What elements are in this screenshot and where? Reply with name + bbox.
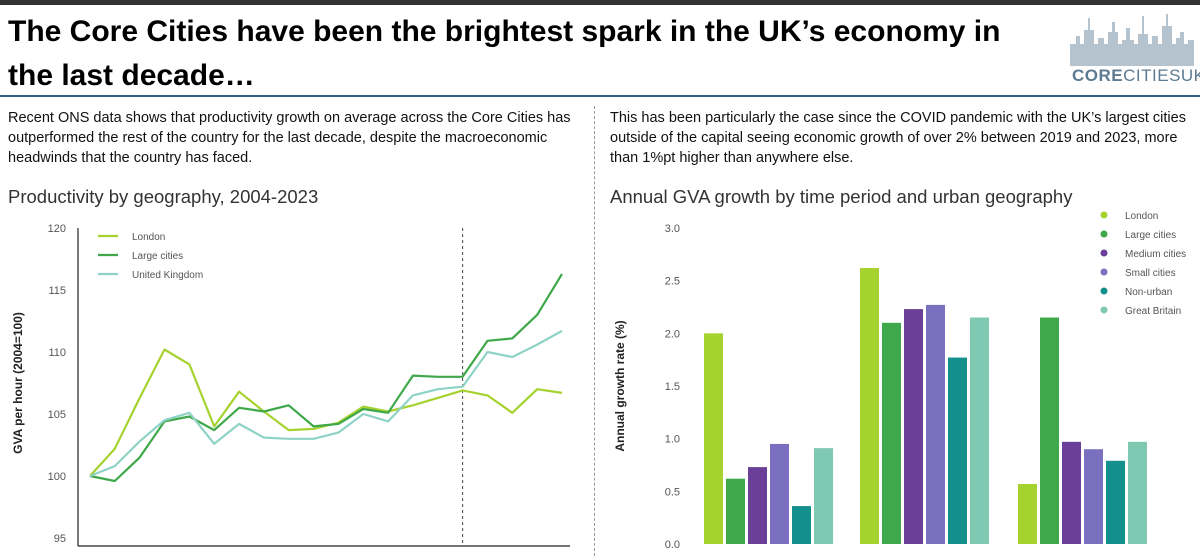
y-tick-label: 3.0	[665, 223, 680, 235]
legend-marker-medium-cities	[1100, 249, 1108, 257]
bar-medium-cities-group-2	[904, 309, 923, 544]
legend-label-large-cities: Large cities	[1125, 230, 1176, 241]
bar-large-cities-group-2	[882, 322, 901, 544]
y-tick-label: 115	[48, 285, 66, 297]
bar-non-urban-group-3	[1106, 460, 1125, 544]
productivity-line-chart: 9510010511011512045678901234567890123GVA…	[11, 223, 570, 547]
bar-chart-title: Annual GVA growth by time period and urb…	[610, 186, 1073, 207]
y-tick-label: 2.0	[665, 328, 680, 340]
legend-label-great-britain: Great Britain	[1125, 306, 1181, 317]
y-tick-label: 1.5	[665, 381, 680, 393]
bar-medium-cities-group-1	[748, 467, 767, 544]
title-rule	[0, 95, 1200, 97]
y-axis-label: Annual growth rate (%)	[613, 320, 627, 451]
core-cities-logo	[1068, 10, 1196, 94]
series-line-united-kingdom	[89, 329, 563, 478]
bar-small-cities-group-3	[1084, 449, 1103, 544]
column-divider	[594, 106, 595, 556]
logo-text: CORECITIESUK	[1072, 66, 1200, 85]
y-axis-label: GVA per hour (2004=100)	[11, 312, 25, 454]
y-tick-label: 2.5	[665, 276, 680, 288]
series-line-london	[89, 348, 563, 477]
page-title: The Core Cities have been the brightest …	[8, 15, 1001, 92]
bar-large-cities-group-3	[1040, 317, 1059, 544]
bar-non-urban-group-2	[948, 357, 967, 544]
gva-growth-bar-chart: 0.0 0.5 1.0 1.5 2.0 2.5 3.0 Annual growth rate …	[613, 211, 1186, 551]
intro-right: This has been particularly the case sinc…	[610, 110, 1186, 166]
bar-medium-cities-group-3	[1062, 441, 1081, 544]
y-tick-label: 95	[54, 533, 66, 545]
y-tick-label: 120	[48, 223, 66, 235]
legend-label-non-urban: Non-urban	[1125, 287, 1172, 298]
legend-marker-london	[1100, 211, 1108, 219]
y-tick-label: 100	[48, 471, 66, 483]
line-chart-title: Productivity by geography, 2004-2023	[8, 186, 319, 207]
legend-label-london: London	[132, 232, 165, 243]
y-tick-label: 0.0	[665, 539, 680, 551]
y-tick-label: 0.5	[665, 486, 680, 498]
legend-label-large-cities: Large cities	[132, 251, 183, 262]
legend-label-united-kingdom: United Kingdom	[132, 270, 203, 281]
bar-great-britain-group-3	[1128, 441, 1147, 544]
bar-london-group-2	[860, 268, 879, 544]
bar-small-cities-group-2	[926, 304, 945, 544]
legend-marker-large-cities	[1100, 230, 1108, 238]
y-tick-label: 105	[48, 409, 66, 421]
city-skyline-icon	[1070, 14, 1194, 66]
legend-label-small-cities: Small cities	[1125, 268, 1176, 279]
y-tick-label: 110	[48, 347, 66, 359]
bar-small-cities-group-1	[770, 443, 789, 544]
legend-marker-small-cities	[1100, 268, 1108, 276]
bar-non-urban-group-1	[792, 506, 811, 544]
y-tick-label: 1.0	[665, 434, 680, 446]
bar-great-britain-group-1	[814, 448, 833, 544]
bar-london-group-1	[704, 333, 723, 544]
series-line-large-cities	[89, 273, 563, 483]
bar-great-britain-group-2	[970, 317, 989, 544]
legend-marker-great-britain	[1100, 306, 1108, 314]
bar-large-cities-group-1	[726, 478, 745, 544]
legend-label-london: London	[1125, 211, 1158, 222]
legend-marker-non-urban	[1100, 287, 1108, 295]
legend-label-medium-cities: Medium cities	[1125, 249, 1186, 260]
intro-left: Recent ONS data shows that productivity …	[8, 110, 571, 166]
top-bar	[0, 0, 1200, 5]
bar-london-group-3	[1018, 483, 1037, 544]
